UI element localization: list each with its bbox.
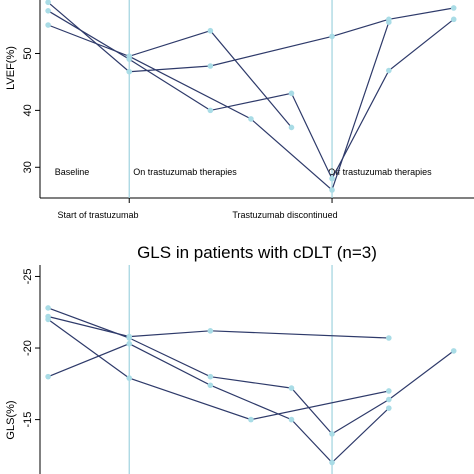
y-tick-label: -25 (22, 268, 34, 284)
data-point (288, 385, 295, 391)
data-point (248, 416, 254, 423)
data-point (207, 382, 214, 389)
data-point (45, 22, 51, 28)
data-point (288, 416, 295, 423)
series-line (47, 307, 455, 435)
data-point (386, 67, 392, 74)
data-point (288, 90, 295, 97)
data-point (45, 305, 51, 311)
data-point (386, 396, 392, 403)
lvef-panel: 30 40 50 LVEF(%) Baseline On trastuzumab t… (5, 0, 474, 220)
data-point (207, 328, 214, 334)
data-point (386, 405, 392, 411)
phase-label-off-trastuzumab: Off trastuzumab therapies (328, 167, 432, 177)
data-point (126, 375, 133, 381)
data-point (450, 16, 457, 23)
data-point (45, 8, 51, 14)
y-tick-label: 50 (22, 47, 34, 59)
data-point (450, 5, 457, 11)
data-point (386, 19, 392, 25)
phase-label-on-trastuzumab: On trastuzumab therapies (133, 167, 237, 177)
series-line (47, 10, 455, 181)
data-point (386, 388, 392, 394)
y-tick-label: 40 (22, 104, 34, 116)
data-point (329, 431, 335, 437)
data-point (207, 63, 214, 69)
gls-y-axis-label: GLS(%) (5, 400, 17, 439)
data-point (248, 116, 254, 122)
phase-label-baseline: Baseline (55, 167, 90, 177)
data-point (329, 187, 335, 193)
data-point (126, 53, 133, 60)
data-point (329, 175, 335, 182)
series-line (47, 318, 389, 421)
y-tick-label: 30 (22, 161, 34, 173)
data-point (45, 0, 51, 6)
series-line (47, 315, 389, 339)
data-point (126, 68, 133, 75)
data-point (126, 340, 133, 347)
data-point (126, 335, 133, 341)
data-point (288, 124, 295, 131)
gls-panel: -25 -20 -15 GLS(%) (5, 265, 457, 474)
vline-label-start-trastuzumab: Start of trastuzumab (57, 210, 138, 220)
data-point (207, 373, 214, 380)
data-point (45, 316, 51, 323)
data-point (207, 27, 214, 34)
data-point (45, 373, 51, 380)
series-line (128, 22, 390, 192)
data-point (329, 33, 335, 40)
data-point (329, 459, 335, 466)
data-point (386, 335, 392, 341)
series-line (47, 24, 292, 128)
lvef-y-axis-label: LVEF(%) (5, 46, 17, 90)
vline-label-trastuzumab-discontinued: Trastuzumab discontinued (232, 210, 337, 220)
series-line (47, 343, 390, 464)
y-tick-label: -15 (22, 412, 34, 428)
data-point (207, 107, 214, 114)
series-line (47, 1, 454, 73)
gls-chart-title: GLS in patients with cDLT (n=3) (137, 243, 377, 262)
data-point (450, 348, 457, 354)
y-tick-label: -20 (22, 340, 34, 356)
